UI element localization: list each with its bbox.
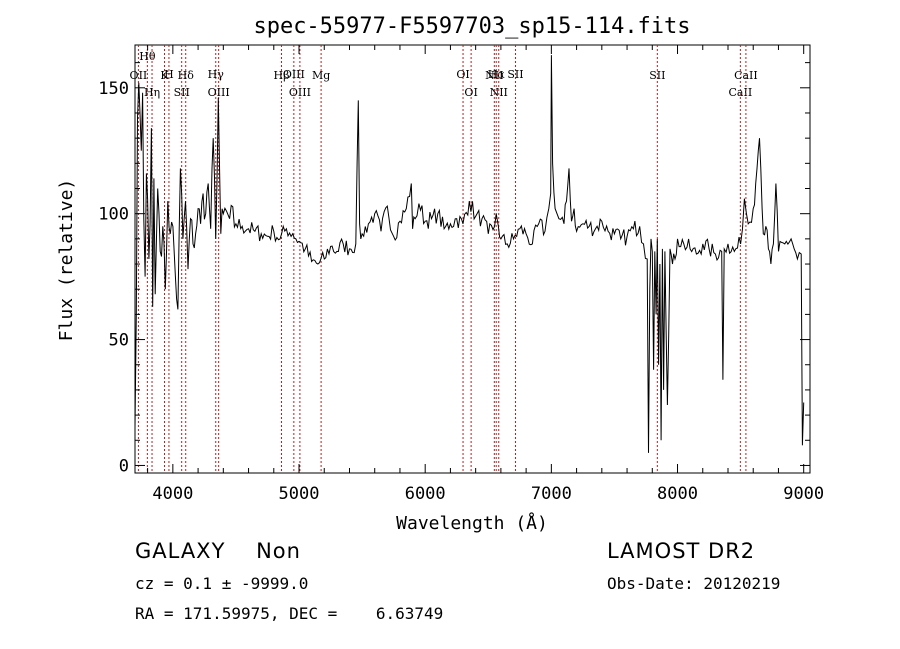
x-tick-label: 6000	[405, 484, 446, 504]
y-tick-label: 100	[98, 205, 129, 225]
emission-line-label: OI	[464, 86, 477, 99]
emission-line-label: Hθ	[139, 50, 156, 63]
emission-line-label: SII	[507, 68, 523, 81]
x-tick-label: 7000	[531, 484, 572, 504]
x-tick-label: 9000	[783, 484, 824, 504]
emission-line-label: SII	[174, 86, 190, 99]
emission-line-label: NII	[490, 86, 508, 99]
survey-label: LAMOST DR2	[607, 539, 756, 563]
emission-line-label: OI	[456, 68, 469, 81]
plot-area-frame	[134, 44, 811, 474]
x-axis-label: Wavelength (Å)	[396, 512, 548, 534]
y-tick-label: 0	[119, 456, 129, 476]
emission-line-label: Hδ	[178, 69, 195, 82]
spectrum-line	[134, 55, 805, 453]
chart-title: spec-55977-F5597703_sp15-114.fits	[253, 14, 690, 39]
emission-line-label: OIII	[208, 86, 230, 99]
y-tick-label: 50	[109, 331, 129, 351]
emission-line-label: K	[160, 69, 169, 82]
y-tick-label: 150	[98, 79, 129, 99]
redshift-label: cz = 0.1 ± -9999.0	[135, 574, 309, 593]
emission-line-label: OII	[130, 69, 148, 82]
emission-line-label: CaII	[729, 86, 753, 99]
emission-line-label: Mg	[312, 69, 330, 82]
emission-line-label: Hη	[144, 86, 160, 99]
obs-date-label: Obs-Date: 20120219	[607, 574, 781, 593]
y-axis-label: Flux (relative)	[56, 179, 77, 342]
emission-line-label: Hα	[488, 68, 506, 81]
emission-line-label: OIII	[283, 68, 305, 81]
emission-line-label: SII	[649, 69, 665, 82]
emission-line-label: Hβ	[274, 69, 290, 82]
y-axis-ticks: 0 50 100 150	[98, 62, 810, 476]
emission-line-label: OIII	[289, 86, 311, 99]
x-tick-label: 8000	[657, 484, 698, 504]
coordinates-label: RA = 171.59975, DEC = 6.63749	[135, 604, 444, 623]
emission-line-label: CaII	[734, 69, 758, 82]
emission-line-label: H	[164, 68, 174, 81]
x-tick-label: 5000	[279, 484, 320, 504]
emission-line-label: Hγ	[208, 68, 225, 81]
x-tick-label: 4000	[152, 484, 193, 504]
x-axis-ticks: 4000 5000 6000 7000 8000 9000	[147, 45, 824, 504]
object-class-label: GALAXY Non	[135, 539, 301, 563]
